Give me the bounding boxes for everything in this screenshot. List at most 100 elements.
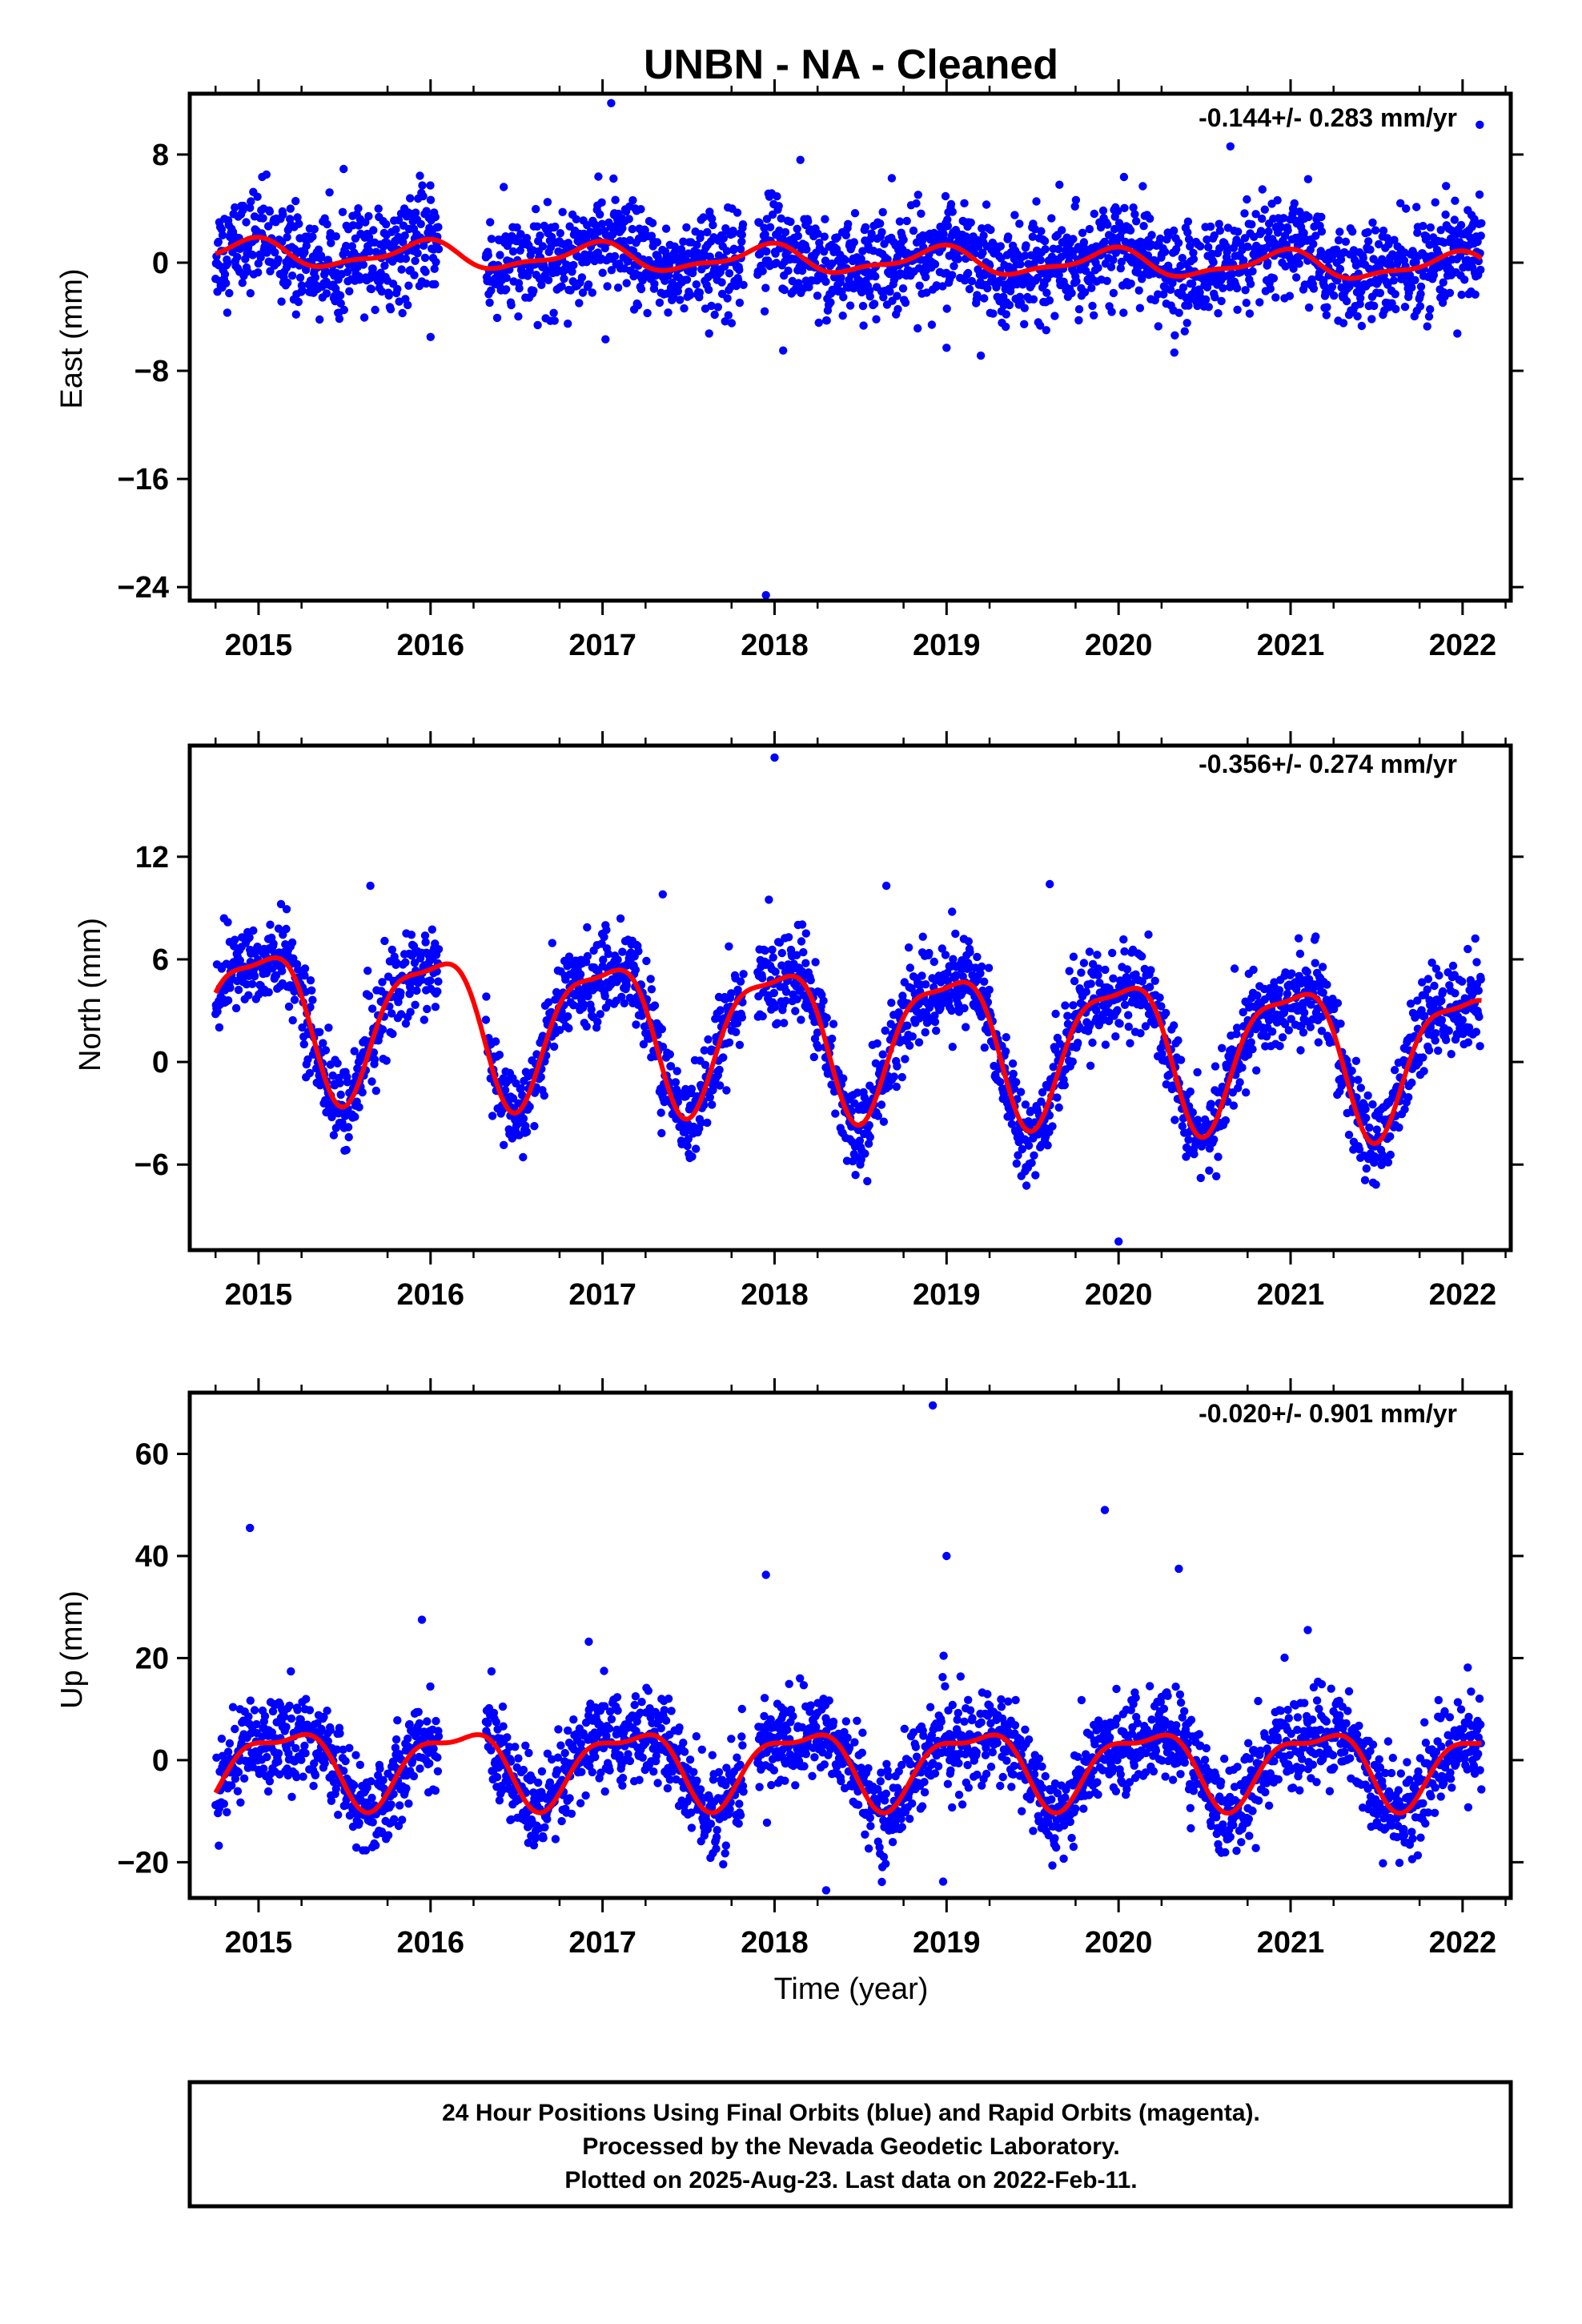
- east-data-point: [872, 316, 880, 324]
- east-data-point: [986, 226, 994, 234]
- east-data-point: [1367, 315, 1375, 323]
- east-panel: 80−8−16−242015 2016 2017 2018 2019 2020 2021 20…: [55, 79, 1524, 662]
- north-rate-label: -0.356+/- 0.274 mm/yr: [1199, 750, 1457, 778]
- north-data-point: [421, 938, 429, 946]
- north-data-point: [823, 1014, 831, 1022]
- north-data-point: [613, 955, 621, 963]
- north-data-point: [1442, 1036, 1450, 1044]
- north-data-point: [496, 1051, 504, 1059]
- north-data-point: [269, 939, 277, 947]
- north-data-point: [873, 1039, 881, 1047]
- east-data-point: [514, 312, 522, 320]
- north-data-point: [1012, 1078, 1020, 1086]
- north-data-point: [1061, 1001, 1069, 1009]
- north-x-tick-label: 2019: [913, 1278, 981, 1312]
- east-data-point: [279, 211, 287, 219]
- north-data-point: [1400, 1105, 1408, 1113]
- east-outlier-point: [797, 156, 805, 164]
- east-data-point: [851, 209, 859, 217]
- north-data-point: [1285, 1026, 1293, 1034]
- north-data-point: [1115, 1019, 1123, 1027]
- north-data-point: [1395, 1124, 1403, 1132]
- north-data-point: [1109, 975, 1117, 983]
- east-data-point: [893, 292, 901, 300]
- east-data-point: [223, 308, 231, 316]
- east-data-point: [1267, 284, 1275, 292]
- north-data-point: [771, 967, 779, 975]
- east-data-point: [1022, 241, 1030, 249]
- east-data-point: [559, 208, 567, 216]
- time-series-chart: UNBN - NA - Cleaned 80−8−16−242015 2016 20…: [0, 0, 1582, 2324]
- east-outlier-point: [779, 347, 787, 355]
- east-data-point: [594, 172, 602, 180]
- east-data-point: [296, 274, 304, 282]
- up-data-point: [223, 1808, 231, 1816]
- east-data-point: [739, 281, 747, 289]
- east-data-point: [343, 268, 351, 276]
- east-y-tick-label: −16: [118, 463, 169, 497]
- north-data-point: [291, 995, 299, 1003]
- north-data-point: [363, 967, 371, 975]
- east-data-point: [1103, 277, 1111, 285]
- east-data-point: [739, 220, 747, 228]
- east-data-point: [1402, 204, 1410, 212]
- east-data-point: [866, 292, 874, 300]
- east-data-point: [1067, 289, 1075, 297]
- north-data-point: [530, 1122, 538, 1130]
- east-data-point: [507, 301, 515, 309]
- north-data-point: [893, 1062, 901, 1070]
- north-data-point: [1296, 950, 1304, 958]
- north-data-point: [1093, 951, 1101, 959]
- east-data-point: [1216, 227, 1224, 235]
- east-data-point: [1477, 231, 1485, 239]
- north-data-point: [1431, 1036, 1439, 1044]
- east-data-point: [1087, 284, 1095, 292]
- east-data-point: [1366, 246, 1374, 254]
- north-data-point: [1025, 1141, 1033, 1149]
- east-data-point: [611, 252, 619, 260]
- east-data-point: [1069, 235, 1077, 243]
- east-data-point: [432, 258, 440, 266]
- east-data-point: [1214, 309, 1222, 317]
- east-data-point: [643, 309, 651, 317]
- east-data-point: [813, 292, 821, 300]
- east-data-point: [1451, 197, 1459, 205]
- east-data-point: [410, 271, 418, 279]
- north-data-point: [330, 1131, 338, 1139]
- north-data-point: [634, 947, 642, 955]
- east-outlier-point: [762, 591, 770, 599]
- north-data-point: [1361, 1176, 1369, 1184]
- north-data-point: [583, 923, 591, 931]
- north-data-point: [1088, 1039, 1096, 1047]
- north-data-point: [802, 929, 810, 937]
- north-data-point: [881, 1027, 889, 1035]
- east-data-point: [1120, 204, 1128, 212]
- north-data-point: [1445, 1027, 1453, 1035]
- east-data-point: [360, 313, 368, 321]
- north-data-point: [1111, 1032, 1119, 1040]
- east-data-point: [1042, 326, 1050, 334]
- east-data-point: [1103, 220, 1111, 228]
- north-data-point: [1268, 1027, 1276, 1035]
- north-data-point: [333, 1059, 341, 1068]
- east-data-point: [1205, 303, 1213, 311]
- chart-title: UNBN - NA - Cleaned: [644, 42, 1058, 88]
- east-outlier-point: [942, 344, 950, 352]
- north-data-point: [301, 964, 309, 972]
- east-data-point: [720, 234, 728, 242]
- east-data-point: [826, 298, 834, 306]
- north-data-point: [839, 1075, 847, 1083]
- north-data-point: [797, 937, 805, 945]
- east-data-point: [254, 268, 262, 276]
- north-data-point: [337, 1091, 345, 1099]
- east-data-point: [1132, 217, 1140, 225]
- east-data-point: [599, 269, 607, 277]
- east-data-point: [815, 319, 823, 327]
- east-data-point: [1353, 312, 1361, 320]
- north-outlier-point: [1046, 880, 1054, 888]
- north-data-point: [1424, 975, 1432, 983]
- north-panel: 1260−62015 2016 2017 2018 2019 2020 2021 2022-0…: [74, 731, 1524, 1312]
- east-data-point: [1015, 219, 1023, 227]
- east-data-point: [915, 282, 923, 290]
- east-data-point: [1259, 185, 1267, 193]
